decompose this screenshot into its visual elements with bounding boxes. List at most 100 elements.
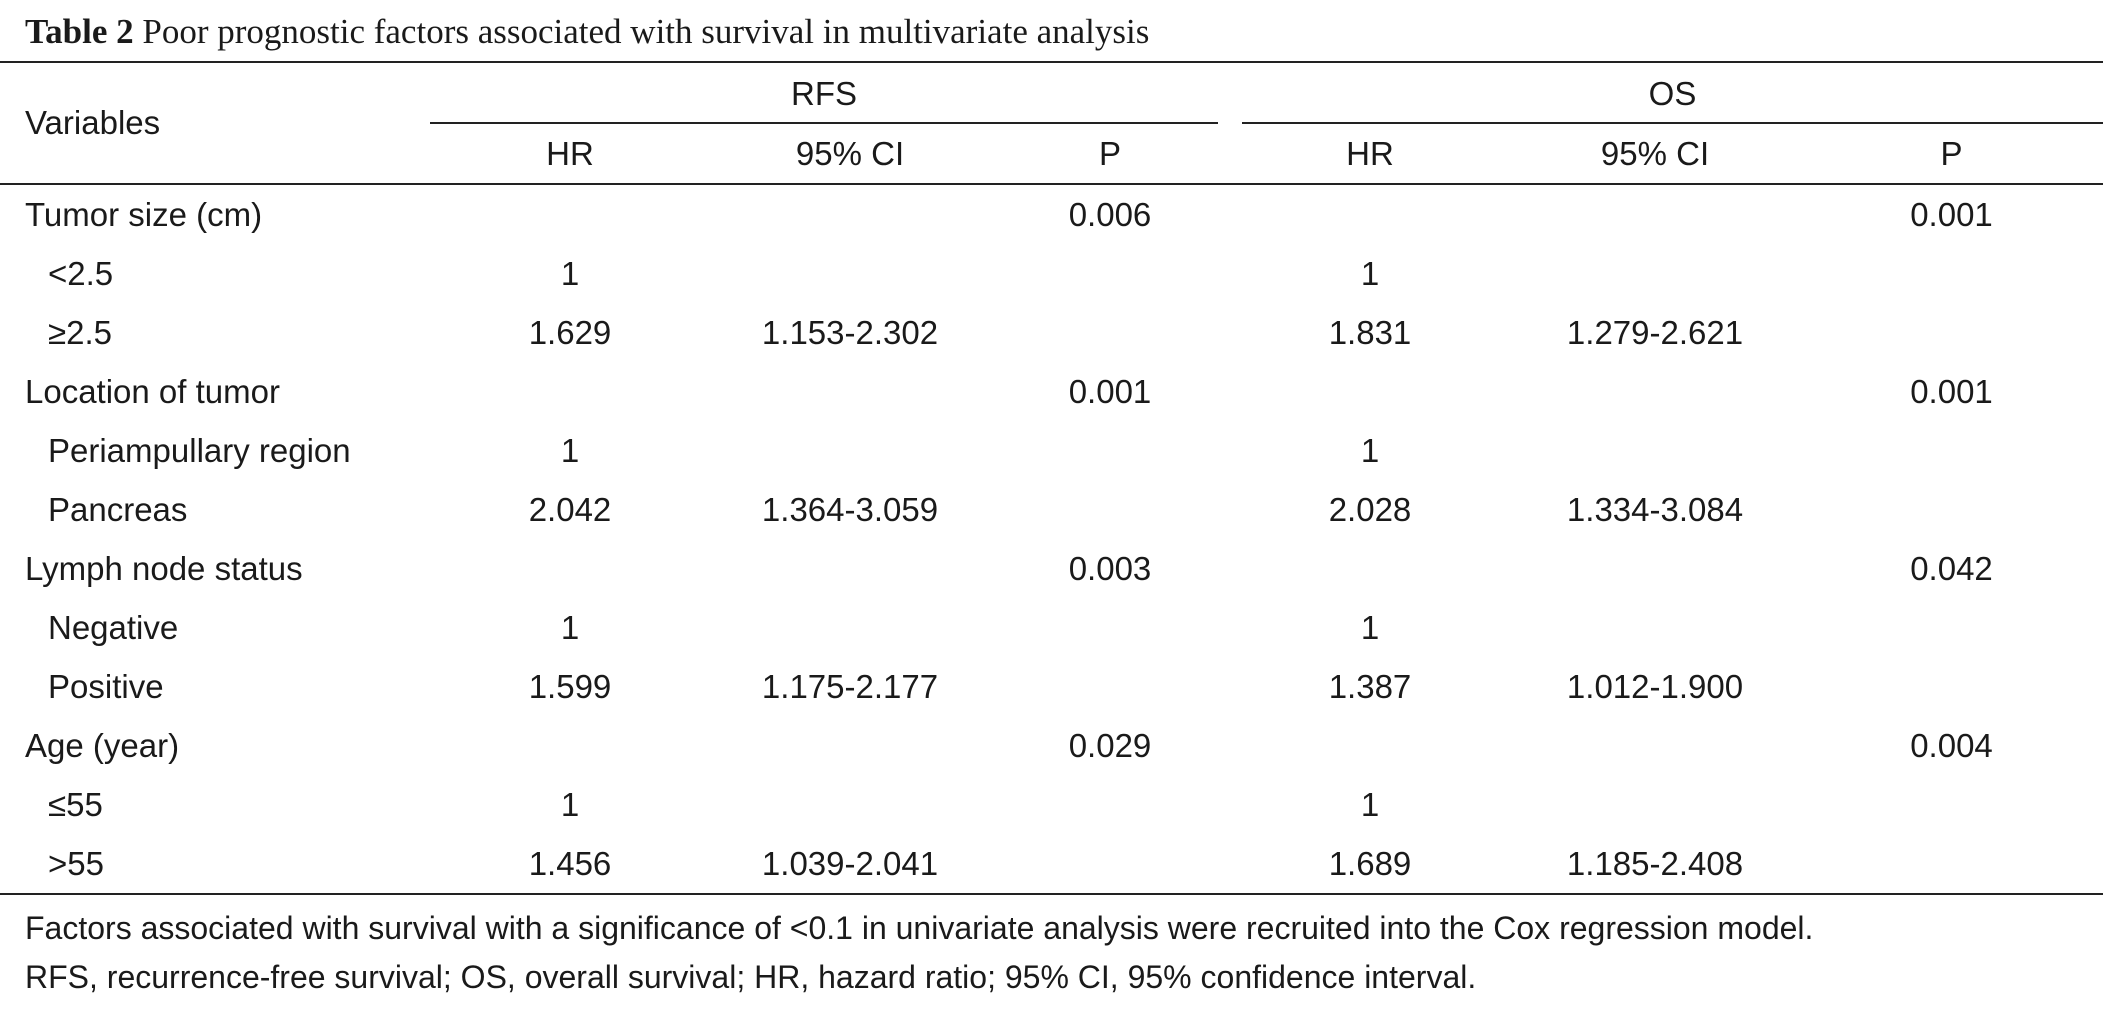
row-sublabel: Periampullary region xyxy=(48,431,351,469)
os-hr-cell: 1 xyxy=(1360,785,1380,823)
rfs-p-cell: 0.029 xyxy=(1068,726,1152,764)
rfs-hr-cell: 1 xyxy=(560,785,580,823)
table-caption: Table 2 Poor prognostic factors associat… xyxy=(0,0,2103,61)
os-p-cell: 0.001 xyxy=(1910,195,1993,233)
rfs-p-cell: 0.006 xyxy=(1068,195,1152,233)
rfs-p-cell xyxy=(990,775,1230,834)
rfs-hr-cell: 1.629 xyxy=(528,313,612,351)
os-ci-cell: 1.185-2.408 xyxy=(1510,834,1800,895)
row-sublabel: <2.5 xyxy=(48,254,114,292)
rfs-ci-cell xyxy=(710,775,990,834)
rfs-hr-cell: 1 xyxy=(560,608,580,646)
row-sublabel: Pancreas xyxy=(48,490,188,528)
table-footnote: Factors associated with survival with a … xyxy=(0,895,2103,1002)
header-group-rfs: RFS xyxy=(430,63,1230,124)
rfs-p-cell xyxy=(990,244,1230,303)
rfs-hr-cell: 1 xyxy=(560,431,580,469)
os-ci-cell xyxy=(1510,716,1800,775)
os-ci-cell xyxy=(1510,184,1800,244)
footnote-line-2: RFS, recurrence-free survival; OS, overa… xyxy=(25,959,1477,995)
header-rfs-ci: 95% CI xyxy=(710,124,990,185)
os-hr-cell xyxy=(1230,716,1510,775)
rfs-ci-cell xyxy=(710,716,990,775)
os-hr-cell: 1 xyxy=(1360,608,1380,646)
os-ci-cell xyxy=(1510,244,1800,303)
table-row: Age (year) 0.029 0.004 xyxy=(0,716,2103,775)
table-row: Lymph node status 0.003 0.042 xyxy=(0,539,2103,598)
header-rfs-hr: HR xyxy=(430,124,710,185)
rfs-hr-cell: 1 xyxy=(560,254,580,292)
os-p-cell xyxy=(1800,303,2103,362)
rfs-p-cell xyxy=(990,598,1230,657)
row-label: Location of tumor xyxy=(25,372,280,410)
rfs-hr-cell xyxy=(430,184,710,244)
header-os-hr: HR xyxy=(1230,124,1510,185)
os-ci-cell: 1.012-1.900 xyxy=(1566,667,1744,705)
table-row: Pancreas 2.042 1.364-3.059 2.028 1.334-3.084 xyxy=(0,480,2103,539)
os-hr-cell: 1.387 xyxy=(1328,667,1412,705)
header-rfs-p: P xyxy=(990,124,1230,185)
rfs-hr-cell xyxy=(430,716,710,775)
os-p-cell xyxy=(1800,834,2103,895)
rfs-ci-cell: 1.364-3.059 xyxy=(761,490,939,528)
rfs-ci-cell xyxy=(710,244,990,303)
header-group-os-label: OS xyxy=(1648,74,1697,112)
row-sublabel: ≥2.5 xyxy=(48,313,112,351)
table-header: Variables RFS OS HR 95% CI P HR 95% CI P xyxy=(0,63,2103,185)
table-row: Positive 1.599 1.175-2.177 1.387 1.012-1.900 xyxy=(0,657,2103,716)
os-p-cell xyxy=(1800,598,2103,657)
row-sublabel: Positive xyxy=(48,667,164,705)
rfs-hr-cell: 1.599 xyxy=(528,667,612,705)
rfs-ci-cell xyxy=(710,362,990,421)
rfs-hr-cell xyxy=(430,362,710,421)
top-rule xyxy=(0,61,2103,63)
os-ci-cell xyxy=(1510,598,1800,657)
rfs-p-cell xyxy=(990,421,1230,480)
row-label: Age (year) xyxy=(25,726,180,764)
header-os-ci: 95% CI xyxy=(1510,124,1800,185)
os-ci-cell xyxy=(1510,362,1800,421)
os-p-cell: 0.042 xyxy=(1910,549,1993,587)
table-row: ≥2.5 1.629 1.153-2.302 1.831 1.279-2.621 xyxy=(0,303,2103,362)
header-variables: Variables xyxy=(0,63,430,185)
rfs-p-cell: 0.001 xyxy=(1068,372,1152,410)
rfs-ci-cell xyxy=(710,539,990,598)
rfs-ci-cell xyxy=(710,598,990,657)
results-table: Variables RFS OS HR 95% CI P HR 95% CI P… xyxy=(0,63,2103,895)
table-caption-text: Poor prognostic factors associated with … xyxy=(142,12,1150,51)
os-p-cell xyxy=(1800,775,2103,834)
table-row: Tumor size (cm) 0.006 0.001 xyxy=(0,184,2103,244)
table-row: <2.5 1 1 xyxy=(0,244,2103,303)
rfs-ci-cell xyxy=(710,184,990,244)
row-sublabel: >55 xyxy=(0,834,430,895)
table-body: Tumor size (cm) 0.006 0.001 <2.5 1 1 ≥2.5 1.629… xyxy=(0,184,2103,895)
os-underline xyxy=(1242,122,2103,124)
rfs-p-cell xyxy=(990,480,1230,539)
os-ci-cell xyxy=(1510,421,1800,480)
rfs-hr-cell: 1.456 xyxy=(430,834,710,895)
os-p-cell xyxy=(1800,480,2103,539)
footnote-line-1: Factors associated with survival with a … xyxy=(25,910,1814,946)
os-p-cell xyxy=(1800,421,2103,480)
os-p-cell xyxy=(1800,657,2103,716)
os-hr-cell: 1.831 xyxy=(1328,313,1412,351)
os-ci-cell: 1.334-3.084 xyxy=(1566,490,1744,528)
os-hr-cell: 2.028 xyxy=(1328,490,1412,528)
rfs-ci-cell: 1.175-2.177 xyxy=(761,667,939,705)
table-caption-label: Table 2 xyxy=(25,12,134,51)
table-row: ≤55 1 1 xyxy=(0,775,2103,834)
rfs-hr-cell: 2.042 xyxy=(528,490,612,528)
rfs-p-cell: 0.003 xyxy=(1068,549,1152,587)
table-row: Location of tumor 0.001 0.001 xyxy=(0,362,2103,421)
os-hr-cell: 1 xyxy=(1360,254,1380,292)
rfs-p-cell xyxy=(990,303,1230,362)
rfs-p-cell xyxy=(990,834,1230,895)
os-p-cell xyxy=(1800,244,2103,303)
rfs-ci-cell xyxy=(710,421,990,480)
table-row: >55 1.456 1.039-2.041 1.689 1.185-2.408 xyxy=(0,834,2103,895)
os-p-cell: 0.001 xyxy=(1910,372,1993,410)
os-ci-cell xyxy=(1510,539,1800,598)
os-hr-cell xyxy=(1230,362,1510,421)
row-sublabel: ≤55 xyxy=(48,785,103,823)
